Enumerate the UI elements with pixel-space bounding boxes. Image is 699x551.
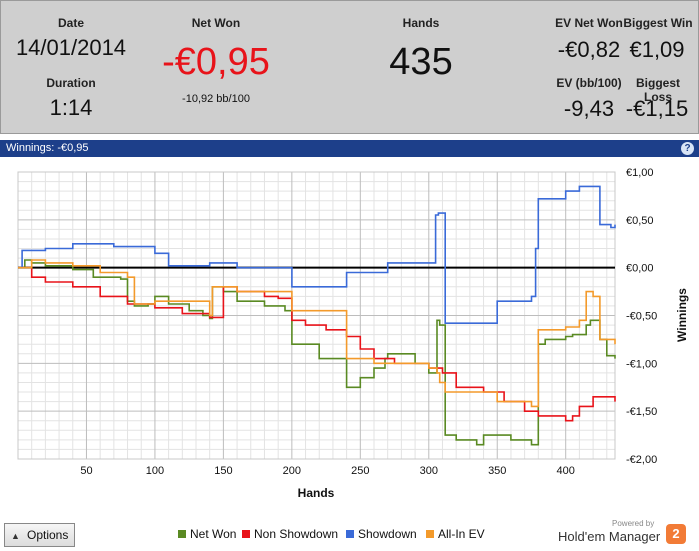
biggest-win-label: Biggest Win	[623, 16, 693, 30]
chart-series	[18, 185, 616, 446]
options-label: Options	[27, 528, 69, 542]
date-value: 14/01/2014	[15, 35, 127, 60]
session-summary-panel: Date 14/01/2014 Duration 1:14 Net Won -€…	[0, 0, 699, 134]
hm2-logo-icon: 2	[666, 524, 686, 544]
x-tick-label: 150	[214, 465, 232, 477]
x-tick-label: 350	[488, 465, 506, 477]
legend-swatch-all-in-ev	[426, 530, 434, 538]
legend-net-won[interactable]: Net Won	[178, 527, 236, 541]
bottom-bar: ▲ Options Net Won Non Showdown Showdown …	[0, 517, 699, 551]
x-tick-label: 100	[146, 465, 164, 477]
hands-value: 435	[389, 41, 453, 83]
winnings-header-bar: Winnings: -€0,95 ?	[0, 140, 699, 157]
biggest-loss-value: -€1,15	[625, 96, 689, 121]
legend-swatch-showdown	[346, 530, 354, 538]
legend-showdown[interactable]: Showdown	[346, 527, 417, 541]
brand-name: Hold'em Manager	[558, 529, 661, 544]
triangle-up-icon: ▲	[11, 531, 20, 541]
ev-bb100-label: EV (bb/100)	[556, 76, 622, 90]
legend-all-in-ev[interactable]: All-In EV	[426, 527, 485, 541]
y-tick-label: -€0,50	[626, 311, 657, 323]
chart-grid-major	[18, 171, 615, 460]
x-tick-label: 300	[420, 465, 438, 477]
net-won-label: Net Won	[191, 16, 241, 30]
hands-label: Hands	[402, 16, 440, 30]
y-tick-label: -€2,00	[626, 454, 657, 466]
series-line-net-won	[18, 259, 616, 446]
x-tick-label: 400	[557, 465, 575, 477]
y-tick-label: -€1,00	[626, 358, 657, 370]
duration-label: Duration	[46, 76, 96, 90]
legend-label-net-won: Net Won	[190, 527, 237, 541]
winnings-chart: 50 100 150 200 250 300 350 400 €1,00 €0,50 €0,00 -…	[0, 157, 699, 551]
y-axis-ticks: €1,00 €0,50 €0,00 -€0,50 -€1,00 -€1,50 -€2,00	[626, 167, 657, 466]
winnings-title: Winnings: -€0,95	[6, 142, 89, 154]
y-tick-label: -€1,50	[626, 406, 657, 418]
y-tick-label: €0,50	[626, 215, 654, 227]
series-line-all-in-ev	[18, 259, 616, 408]
legend-label-all-in-ev: All-In EV	[438, 527, 485, 541]
x-tick-label: 250	[351, 465, 369, 477]
legend-label-showdown: Showdown	[358, 527, 417, 541]
x-tick-label: 50	[80, 465, 92, 477]
net-won-value: -€0,95	[162, 41, 270, 83]
duration-value: 1:14	[49, 95, 93, 120]
legend-label-non-showdown: Non Showdown	[254, 527, 339, 541]
help-icon[interactable]: ?	[681, 142, 694, 155]
y-axis-label: Winnings	[675, 288, 689, 342]
legend-swatch-non-showdown	[242, 530, 250, 538]
holdem-manager-branding: Powered by Hold'em Manager 2	[556, 519, 696, 549]
legend-non-showdown[interactable]: Non Showdown	[242, 527, 338, 541]
x-axis-ticks: 50 100 150 200 250 300 350 400	[80, 465, 575, 477]
winnings-chart-svg: 50 100 150 200 250 300 350 400 €1,00 €0,50 €0,00 -…	[17, 167, 689, 500]
ev-bb100-value: -9,43	[563, 96, 615, 121]
plot-area-border	[17, 171, 616, 460]
x-axis-label: Hands	[298, 486, 335, 500]
ev-net-won-value: -€0,82	[557, 37, 621, 62]
biggest-win-value: €1,09	[629, 37, 685, 62]
net-won-bb100: -10,92 bb/100	[182, 93, 250, 105]
legend-swatch-net-won	[178, 530, 186, 538]
biggest-loss-label: Biggest Loss	[635, 76, 680, 104]
date-label: Date	[57, 16, 84, 30]
y-tick-label: €0,00	[626, 263, 654, 275]
options-button[interactable]: ▲ Options	[4, 523, 75, 547]
x-tick-label: 200	[283, 465, 301, 477]
series-line-showdown	[18, 185, 616, 324]
y-tick-label: €1,00	[626, 167, 654, 179]
powered-by-text: Powered by	[612, 519, 655, 528]
ev-net-won-label: EV Net Won	[555, 16, 623, 30]
